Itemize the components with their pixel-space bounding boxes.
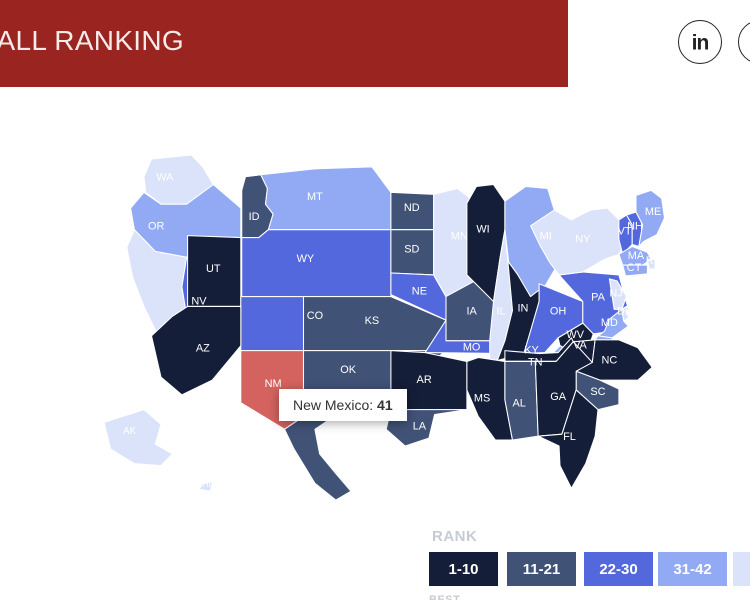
svg-text:AR: AR [417, 374, 432, 386]
svg-text:ID: ID [249, 211, 260, 223]
svg-text:CO: CO [307, 310, 324, 322]
svg-text:AZ: AZ [196, 342, 210, 354]
svg-text:NC: NC [602, 354, 618, 366]
svg-text:OK: OK [340, 364, 356, 376]
svg-text:PA: PA [591, 291, 605, 303]
svg-text:MO: MO [463, 341, 481, 353]
svg-text:SC: SC [590, 386, 605, 398]
svg-text:WY: WY [297, 253, 315, 265]
svg-text:WA: WA [156, 171, 174, 183]
svg-text:WI: WI [476, 224, 489, 236]
svg-text:NH: NH [627, 221, 643, 233]
svg-text:AL: AL [512, 398, 525, 410]
svg-text:KY: KY [524, 344, 539, 356]
svg-text:OR: OR [148, 221, 164, 233]
svg-text:CA: CA [127, 302, 143, 314]
svg-text:VA: VA [573, 340, 587, 352]
svg-text:FL: FL [563, 431, 576, 443]
svg-text:MT: MT [307, 191, 323, 203]
svg-text:NJ: NJ [609, 287, 622, 299]
svg-text:MI: MI [540, 230, 552, 242]
svg-text:RI: RI [646, 255, 657, 267]
svg-text:UT: UT [206, 263, 221, 275]
svg-text:KS: KS [365, 315, 380, 327]
svg-text:IA: IA [466, 305, 477, 317]
svg-text:AK: AK [123, 426, 136, 437]
svg-text:NE: NE [412, 285, 427, 297]
svg-text:HI: HI [202, 478, 211, 488]
svg-text:MS: MS [474, 393, 490, 405]
svg-text:NY: NY [575, 233, 591, 245]
svg-text:MN: MN [451, 230, 468, 242]
svg-text:TN: TN [528, 356, 543, 368]
svg-text:IN: IN [517, 302, 528, 314]
svg-text:OH: OH [550, 305, 566, 317]
svg-text:TX: TX [332, 445, 347, 457]
svg-text:CT: CT [627, 262, 642, 274]
svg-text:SD: SD [404, 243, 419, 255]
svg-text:ND: ND [404, 202, 420, 214]
svg-text:DE: DE [617, 305, 632, 317]
svg-text:LA: LA [413, 420, 427, 432]
svg-text:MD: MD [601, 317, 618, 329]
svg-text:NV: NV [191, 295, 207, 307]
svg-text:GA: GA [550, 391, 566, 403]
svg-text:ME: ME [645, 206, 661, 218]
svg-text:IL: IL [497, 305, 506, 317]
svg-text:MA: MA [628, 250, 645, 262]
